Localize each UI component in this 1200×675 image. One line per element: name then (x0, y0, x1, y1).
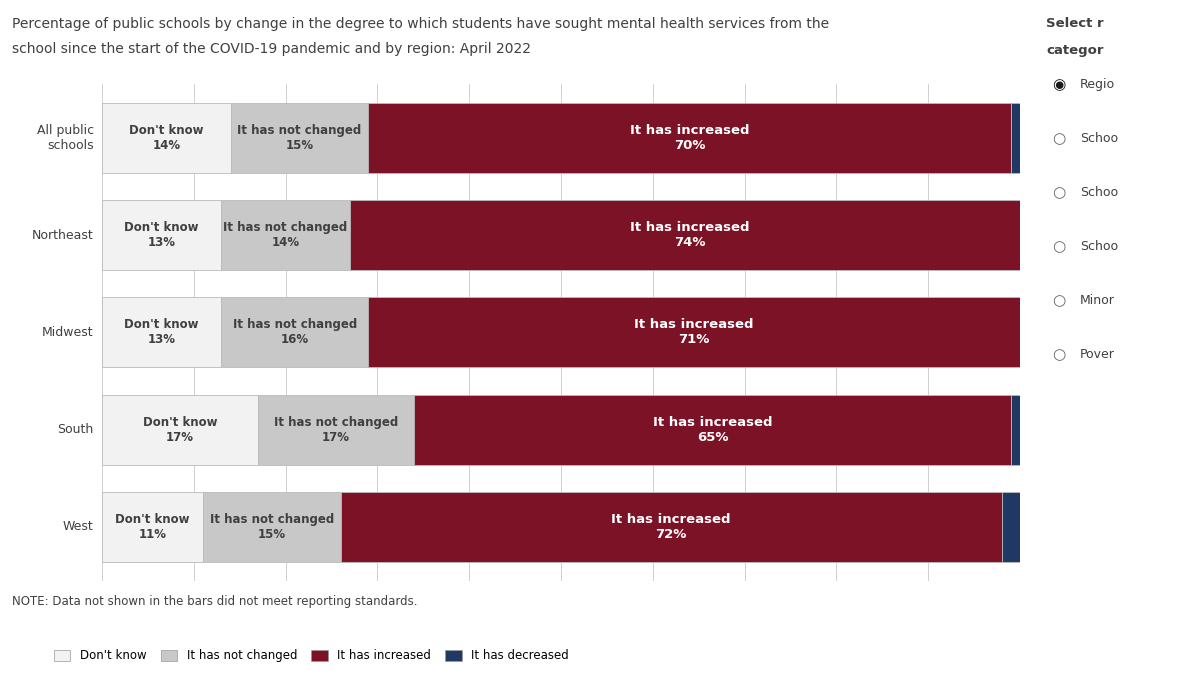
Text: ○: ○ (1052, 347, 1066, 362)
Bar (102, 103, 230, 173)
Text: It has not changed
15%: It has not changed 15% (210, 513, 334, 541)
Bar (203, 492, 341, 562)
Text: It has not changed
14%: It has not changed 14% (223, 221, 348, 249)
Text: It has not changed
16%: It has not changed 16% (233, 319, 356, 346)
Text: It has increased
71%: It has increased 71% (635, 319, 754, 346)
Bar (102, 298, 221, 367)
Text: It has increased
65%: It has increased 65% (653, 416, 773, 443)
Text: Don't know
14%: Don't know 14% (130, 124, 204, 152)
Bar (221, 200, 350, 270)
Text: Select r: Select r (1046, 17, 1104, 30)
Bar (414, 395, 1010, 464)
Bar (341, 492, 1002, 562)
Text: Schoo: Schoo (1080, 132, 1118, 145)
Text: Regio: Regio (1080, 78, 1115, 91)
Text: ○: ○ (1052, 131, 1066, 146)
Bar (230, 103, 368, 173)
Text: It has increased
70%: It has increased 70% (630, 124, 749, 152)
Bar (102, 200, 221, 270)
Text: Don't know
13%: Don't know 13% (125, 319, 199, 346)
Text: It has not changed
17%: It has not changed 17% (274, 416, 398, 443)
Text: ○: ○ (1052, 293, 1066, 308)
Text: ○: ○ (1052, 185, 1066, 200)
Bar (221, 298, 368, 367)
Text: Minor: Minor (1080, 294, 1115, 307)
Text: ◉: ◉ (1052, 77, 1066, 92)
Bar (102, 492, 203, 562)
Text: Schoo: Schoo (1080, 240, 1118, 253)
Bar (350, 200, 1030, 270)
Bar (1002, 492, 1020, 562)
Text: It has not changed
15%: It has not changed 15% (238, 124, 361, 152)
Text: ○: ○ (1052, 239, 1066, 254)
Legend: Don't know, It has not changed, It has increased, It has decreased: Don't know, It has not changed, It has i… (54, 649, 569, 662)
Text: categor: categor (1046, 44, 1104, 57)
Bar (1010, 395, 1020, 464)
Text: Pover: Pover (1080, 348, 1115, 361)
Bar (258, 395, 414, 464)
Text: Schoo: Schoo (1080, 186, 1118, 199)
Text: Percentage of public schools by change in the degree to which students have soug: Percentage of public schools by change i… (12, 17, 829, 31)
Text: It has increased
72%: It has increased 72% (612, 513, 731, 541)
Text: Don't know
13%: Don't know 13% (125, 221, 199, 249)
Text: NOTE: Data not shown in the bars did not meet reporting standards.: NOTE: Data not shown in the bars did not… (12, 595, 418, 608)
Bar (368, 103, 1010, 173)
Text: It has increased
74%: It has increased 74% (630, 221, 749, 249)
Bar (368, 298, 1020, 367)
Bar (102, 395, 258, 464)
Text: school since the start of the COVID-19 pandemic and by region: April 2022: school since the start of the COVID-19 p… (12, 42, 530, 56)
Text: Don't know
11%: Don't know 11% (115, 513, 190, 541)
Bar (1010, 103, 1020, 173)
Text: Don't know
17%: Don't know 17% (143, 416, 217, 443)
